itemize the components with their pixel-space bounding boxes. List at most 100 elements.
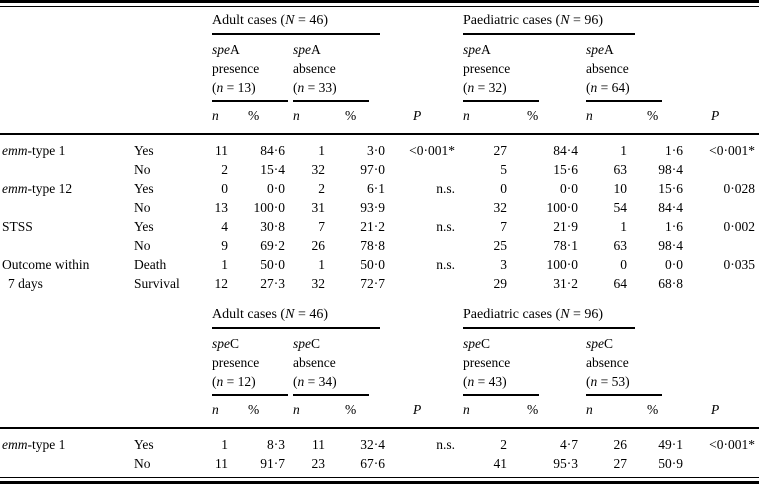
results-table: Adult cases (N = 46) Paediatric cases (N… [0,7,759,473]
spanner-adult-cases: Adult cases (N = 46) [208,7,459,29]
value-cell: 4 [221,219,228,234]
group-rule [212,100,288,102]
value-cell: 78·1 [553,238,578,253]
value-cell: 97·0 [360,162,385,177]
row-sublabel: No [134,162,151,177]
spacer-cell [687,29,759,37]
spacer-cell [0,29,208,37]
value-cell: 27 [493,143,508,158]
row-sublabel: No [134,200,151,215]
value-cell: 93·9 [360,200,385,215]
value-cell: 98·4 [658,162,683,177]
value-cell: 1 [620,143,627,158]
spacer-cell [389,97,459,104]
spanner-rule-cell [459,29,687,37]
col-header-p: P [711,402,720,417]
value-cell: 64 [613,276,628,291]
value-cell: 41 [493,456,508,471]
group-gene: speA [586,42,614,57]
col-header-n: n [463,108,470,123]
group-form: absence [586,61,629,76]
value-cell: 32·4 [360,437,385,452]
value-cell: 12 [214,276,229,291]
group-rule-cell [582,391,687,398]
group-form: presence [463,61,511,76]
p-value-cell: <0·001* [409,143,455,158]
col-header-pct: % [248,402,260,417]
value-cell: 63 [613,162,628,177]
row-label: 7 days [8,276,43,291]
value-cell: 11 [215,143,228,158]
row-sublabel: Yes [134,181,154,196]
group-form: absence [586,355,629,370]
row-sublabel: Yes [134,437,154,452]
group-form: absence [293,61,336,76]
group-count: (n = 43) [463,374,507,389]
col-header-n: n [212,108,219,123]
group-header-row: speA presence (n = 13) speA absence (n =… [0,37,759,97]
group-rule-cell [582,97,687,104]
group-count: (n = 13) [212,80,256,95]
table-row: emm-type 1 Yes 11 84·6 1 3·0 <0·001* 27 … [0,135,759,160]
table-row: STSS Yes 4 30·8 7 21·2 n.s. 7 21·9 1 1·6… [0,217,759,236]
table-row: No 2 15·4 32 97·0 5 15·6 63 98·4 [0,160,759,179]
value-cell: 29 [493,276,508,291]
group-rule-cell [289,391,389,398]
full-rule-row [0,423,759,429]
spanner-var: N [560,13,570,28]
table-row: emm-type 12 Yes 0 0·0 2 6·1 n.s. 0 0·0 1… [0,179,759,198]
col-header-n: n [586,108,593,123]
spanner-rule [463,33,635,35]
value-cell: 15·6 [553,162,578,177]
table-row: No 9 69·2 26 78·8 25 78·1 63 98·4 [0,236,759,255]
group-rule-cell [289,97,389,104]
spacer-cell [389,37,459,97]
value-cell: 1·6 [665,143,683,158]
spanner-text: = 96) [569,13,604,28]
value-cell: 100·0 [253,200,286,215]
value-cell: 100·0 [546,257,579,272]
value-cell: 84·4 [553,143,578,158]
spanner-text: Adult cases ( [212,307,286,322]
value-cell: 1·6 [665,219,683,234]
row-label: Outcome within [2,257,90,272]
value-cell: 15·4 [260,162,285,177]
col-header-n: n [293,402,300,417]
table-row: No 13 100·0 31 93·9 32 100·0 54 84·4 [0,198,759,217]
value-cell: 9 [221,238,228,253]
value-cell: 1 [318,257,325,272]
value-cell: 7 [500,219,507,234]
row-label [0,236,132,255]
p-value-cell: n.s. [436,437,455,452]
col-header-p: P [413,108,422,123]
p-value-cell [687,198,759,217]
spacer-cell [0,293,208,323]
value-cell: 84·4 [658,200,683,215]
p-value-cell: <0·001* [709,143,756,158]
value-cell: 26 [613,437,628,452]
col-header-pct: % [527,108,539,123]
group-header-spea-absence: speA absence (n = 64) [582,37,687,97]
group-count: (n = 64) [586,80,630,95]
spacer-cell [687,323,759,331]
spanner-text: Paediatric cases ( [463,13,561,28]
group-gene: speC [212,336,240,351]
spanner-rule-cell [459,323,687,331]
spanner-var: N [560,307,570,322]
group-gene: speC [293,336,321,351]
p-value-cell [687,236,759,255]
col-header-pct: % [527,402,539,417]
value-cell: 21·9 [553,219,578,234]
group-gene: speA [212,42,240,57]
spacer-cell [0,104,208,129]
row-sublabel: Yes [134,143,154,158]
spacer-cell [389,331,459,391]
value-cell: 1 [221,437,228,452]
spanner-text: = 96) [569,307,604,322]
value-cell: 1 [221,257,228,272]
spanner-rule [212,327,380,329]
spanner-adult-cases: Adult cases (N = 46) [208,293,459,323]
header-body-rule [0,427,759,429]
p-value-cell: n.s. [436,181,455,196]
group-header-spec-absence: speC absence (n = 53) [582,331,687,391]
